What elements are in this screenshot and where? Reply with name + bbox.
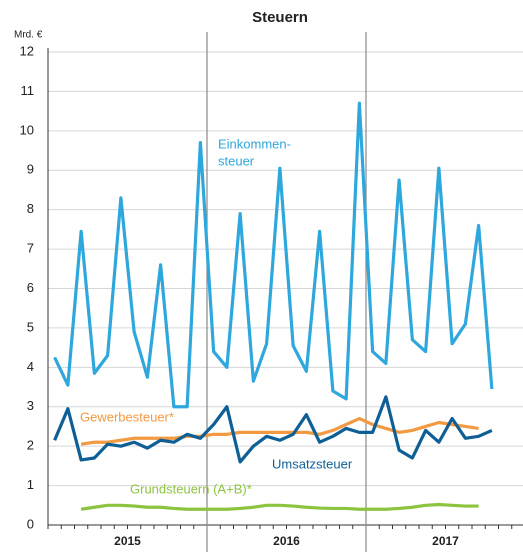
y-tick-label: 4 xyxy=(27,359,34,374)
y-tick-label: 10 xyxy=(20,122,34,137)
x-year-label: 2015 xyxy=(114,534,141,548)
y-tick-label: 7 xyxy=(27,241,34,256)
y-tick-label: 6 xyxy=(27,280,34,295)
x-year-label: 2016 xyxy=(273,534,300,548)
y-tick-label: 1 xyxy=(27,477,34,492)
y-tick-label: 9 xyxy=(27,162,34,177)
y-tick-label: 3 xyxy=(27,398,34,413)
y-tick-label: 8 xyxy=(27,201,34,216)
line-series xyxy=(53,101,494,409)
series-label: Einkommen- xyxy=(218,136,291,151)
y-tick-label: 11 xyxy=(21,83,35,98)
line-series xyxy=(53,395,493,464)
series-label: Umsatzsteuer xyxy=(272,456,353,471)
chart-title: Steuern xyxy=(252,9,308,26)
series-label: steuer xyxy=(218,153,255,168)
x-year-label: 2017 xyxy=(432,534,459,548)
series-label: Gewerbesteuer* xyxy=(80,409,174,424)
series-label: Grundsteuern (A+B)* xyxy=(130,481,252,496)
y-tick-label: 2 xyxy=(27,438,34,453)
line-series xyxy=(80,502,479,511)
y-tick-label: 0 xyxy=(27,516,34,531)
line-series xyxy=(80,416,479,446)
y-unit: Mrd. € xyxy=(14,30,43,41)
y-tick-label: 5 xyxy=(27,319,34,334)
y-tick-label: 12 xyxy=(20,43,34,58)
